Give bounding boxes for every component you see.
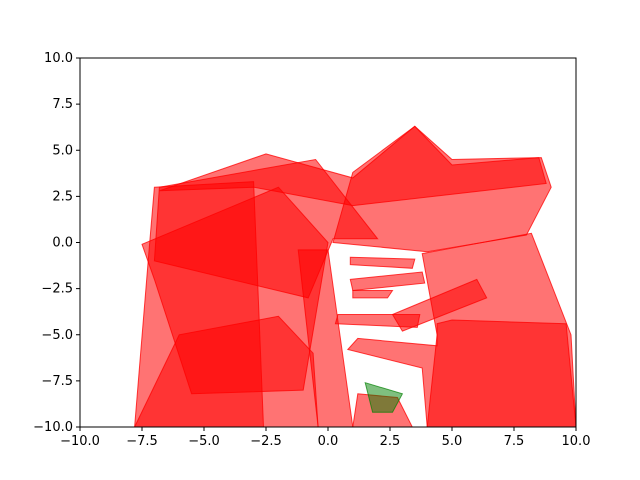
- x-tick-label: −2.5: [250, 434, 282, 449]
- y-axis-ticks: −10.0 −7.5 −5.0 −2.5 0.0 2.5 5.0 7.5 10.0: [33, 51, 80, 435]
- y-tick-label: 0.0: [52, 236, 73, 251]
- x-tick-label: −10.0: [60, 434, 100, 449]
- y-tick-label: −5.0: [41, 328, 73, 343]
- series-0-polygon-12: [349, 271, 426, 292]
- x-tick-label: 7.5: [504, 434, 525, 449]
- series-0-polygon-9: [346, 319, 576, 427]
- y-tick-label: −2.5: [41, 282, 73, 297]
- x-tick-label: −5.0: [188, 434, 220, 449]
- x-axis-ticks: −10.0 −7.5 −5.0 −2.5 0.0 2.5 5.0 7.5 10.0: [60, 427, 590, 449]
- y-tick-label: 2.5: [52, 189, 73, 204]
- series-0-polygon-7: [134, 315, 319, 427]
- x-tick-label: 10.0: [562, 434, 591, 449]
- y-tick-label: −7.5: [41, 374, 73, 389]
- y-tick-label: 10.0: [44, 51, 73, 66]
- series-0-polygon-11: [349, 256, 416, 269]
- series-0-polygon-14: [391, 278, 488, 332]
- x-tick-label: 2.5: [380, 434, 401, 449]
- series-0-polygon-13: [352, 290, 394, 299]
- x-tick-label: 0.0: [318, 434, 339, 449]
- x-tick-label: 5.0: [442, 434, 463, 449]
- y-tick-label: 5.0: [52, 143, 73, 158]
- y-tick-label: −10.0: [33, 420, 73, 435]
- y-tick-label: 7.5: [52, 97, 73, 112]
- x-tick-label: −7.5: [126, 434, 158, 449]
- plot-area: [134, 125, 576, 427]
- series-1-polygon-0: [364, 381, 404, 413]
